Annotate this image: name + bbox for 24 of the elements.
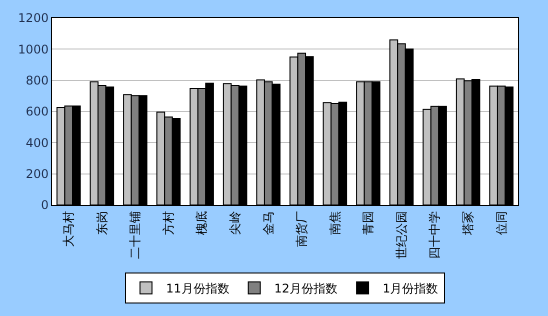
y-tick-label: 600 (26, 104, 49, 119)
legend-label: 12月份指数 (274, 282, 338, 296)
y-tick-label: 1000 (18, 42, 49, 56)
x-tick-label: 方村 (161, 210, 176, 235)
x-tick-label: 尖岭 (228, 210, 242, 235)
y-tick-label: 200 (26, 167, 49, 182)
x-tick-label: 二十里铺 (128, 210, 142, 259)
x-tick-label: 金马 (261, 210, 276, 235)
y-tick-label: 0 (40, 198, 49, 212)
x-tick-label: 东岗 (94, 210, 109, 235)
x-tick-label: 槐底 (194, 210, 209, 235)
x-tick-label: 位同 (494, 210, 508, 235)
x-tick-label: 大马村 (62, 210, 76, 247)
legend-label: 11月份指数 (166, 282, 230, 296)
x-tick-label: 南货厂 (294, 210, 309, 247)
x-tick-label: 世纪公园 (394, 210, 408, 259)
legend-label: 1月份指数 (382, 282, 438, 296)
y-tick-label: 1200 (18, 11, 49, 26)
x-tick-label: 塔冢 (460, 210, 475, 236)
y-tick-label: 800 (26, 74, 49, 88)
x-tick-label: 南焦 (328, 210, 342, 235)
y-tick-label: 400 (26, 136, 49, 150)
x-tick-label: 青园 (361, 210, 376, 235)
x-tick-label: 四十中学 (428, 210, 442, 259)
